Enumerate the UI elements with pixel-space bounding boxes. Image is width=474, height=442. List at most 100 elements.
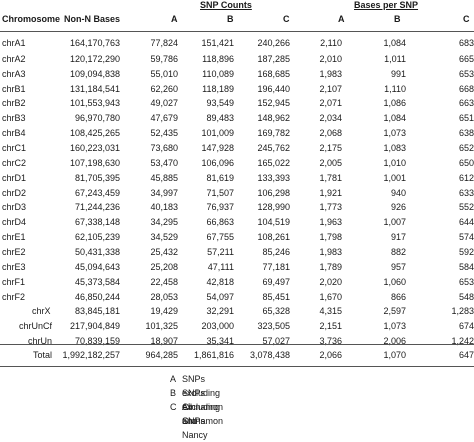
header-snp-c: C (283, 14, 290, 24)
cell-chromosome: chrC1 (2, 143, 27, 153)
total-bottom-rule (0, 366, 474, 367)
cell-snp-c: 196,440 (257, 84, 290, 94)
cell-non-n-bases: 107,198,630 (69, 158, 120, 168)
cell-bps-b: 866 (390, 292, 406, 302)
cell-chromosome: chrA3 (2, 69, 26, 79)
cell-bps-a: 2,151 (319, 321, 342, 331)
cell-snp-b: 151,421 (201, 38, 234, 48)
cell-snp-b: 42,818 (206, 277, 234, 287)
cell-bps-b: 1,083 (383, 143, 406, 153)
cell-snp-a: 25,432 (150, 247, 178, 257)
cell-snp-c: 85,246 (262, 247, 290, 257)
cell-chromosome: chrE3 (2, 262, 26, 272)
cell-bps-c: 653 (458, 69, 474, 79)
cell-chromosome: chrD4 (2, 217, 27, 227)
cell-non-n-bases: 81,705,395 (74, 173, 120, 183)
cell-snp-c: 77,181 (262, 262, 290, 272)
cell-snp-c: 240,266 (257, 38, 290, 48)
cell-chromosome: chrUn (28, 336, 53, 346)
cell-snp-c: 187,285 (257, 54, 290, 64)
cell-bps-b: 1,010 (383, 158, 406, 168)
cell-chromosome: chrF2 (2, 292, 26, 302)
cell-bps-c: 651 (458, 113, 474, 123)
cell-snp-b: 35,341 (206, 336, 234, 346)
cell-bps-c: 665 (458, 54, 474, 64)
cell-bps-a: 1,670 (319, 292, 342, 302)
cell-bps-c: 668 (458, 84, 474, 94)
footnote-text: All SNPs (182, 402, 206, 426)
cell-snp-a: 47,679 (150, 113, 178, 123)
cell-snp-a: 22,458 (150, 277, 178, 287)
cell-non-n-bases: 164,170,763 (69, 38, 120, 48)
cell-snp-b: 57,211 (207, 247, 234, 257)
cell-bps-b: 926 (390, 202, 406, 212)
cell-snp-c: 108,261 (257, 232, 290, 242)
cell-chromosome: chrUnCf (19, 321, 53, 331)
cell-snp-b: 203,000 (201, 321, 234, 331)
cell-snp-c: 323,505 (257, 321, 290, 331)
cell-bps-b: 1,060 (383, 277, 406, 287)
cell-bps-b: 1,001 (383, 173, 406, 183)
cell-non-n-bases: 83,845,181 (74, 306, 120, 316)
cell-bps-c: 674 (458, 321, 474, 331)
cell-bps-a: 2,107 (319, 84, 342, 94)
header-snp-a: A (171, 14, 178, 24)
cell-bps-c: 1,242 (451, 336, 474, 346)
cell-bps-b: 917 (390, 232, 406, 242)
cell-snp-c: 65,328 (262, 306, 290, 316)
cell-snp-b: 89,483 (206, 113, 234, 123)
total-top-rule (0, 344, 474, 345)
cell-snp-b: 71,507 (206, 188, 234, 198)
cell-snp-c: 128,990 (257, 202, 290, 212)
cell-chromosome: chrX (32, 306, 51, 316)
cell-chromosome: chrF1 (2, 277, 26, 287)
header-rule (0, 31, 474, 32)
cell-chromosome: chrD2 (2, 188, 27, 198)
cell-snp-b: 32,291 (206, 306, 234, 316)
cell-bps-a: 2,034 (319, 113, 342, 123)
footnote-key: B (170, 388, 177, 398)
cell-bps-a: 1,773 (319, 202, 342, 212)
cell-bps-c: 638 (458, 128, 474, 138)
cell-bps-c: 548 (458, 292, 474, 302)
cell-bps-a: 1,963 (319, 217, 342, 227)
cell-bps-a: 1,983 (319, 247, 342, 257)
cell-snp-a: 62,260 (150, 84, 178, 94)
cell-chromosome: chrD3 (2, 202, 27, 212)
cell-bps-a: 1,921 (319, 188, 342, 198)
cell-snp-c: 168,685 (257, 69, 290, 79)
cell-snp-c: 169,782 (257, 128, 290, 138)
header-bps-c: C (463, 14, 470, 24)
cell-bps-c: 584 (458, 262, 474, 272)
cell-bps-a: 2,068 (319, 128, 342, 138)
cell-bps-c: 574 (458, 232, 474, 242)
cell-bps-c: 650 (458, 158, 474, 168)
cell-snp-a: 40,183 (150, 202, 178, 212)
cell-snp-c: 57,027 (262, 336, 290, 346)
cell-non-n-bases: 45,094,643 (74, 262, 120, 272)
cell-bps-b: 882 (390, 247, 406, 257)
footnote-key: C (170, 402, 177, 412)
cell-bps-b: 940 (390, 188, 406, 198)
cell-snp-b: 76,937 (206, 202, 234, 212)
cell-chromosome: chrE2 (2, 247, 26, 257)
cell-bps-b: 1,084 (383, 38, 406, 48)
cell-bps-a: 4,315 (319, 306, 342, 316)
cell-non-n-bases: 108,425,265 (69, 128, 120, 138)
cell-non-n-bases: 217,904,849 (69, 321, 120, 331)
cell-bps-b: 957 (390, 262, 406, 272)
cell-bps-a: 2,010 (319, 54, 342, 64)
cell-snp-a: 77,824 (150, 38, 178, 48)
cell-non-n-bases: 46,850,244 (74, 292, 120, 302)
cell-non-n-bases: 62,105,239 (74, 232, 120, 242)
cell-snp-c: 85,451 (262, 292, 290, 302)
cell-snp-a: 53,470 (150, 158, 178, 168)
cell-snp-a: 25,208 (150, 262, 178, 272)
cell-bps-b: 1,084 (383, 113, 406, 123)
cell-snp-a: 19,429 (150, 306, 178, 316)
header-bps-b: B (394, 14, 401, 24)
cell-chromosome: chrE1 (2, 232, 26, 242)
cell-bps-b: 1,070 (383, 350, 406, 360)
cell-non-n-bases: 96,970,780 (74, 113, 120, 123)
header-non-n-bases: Non-N Bases (63, 14, 120, 24)
